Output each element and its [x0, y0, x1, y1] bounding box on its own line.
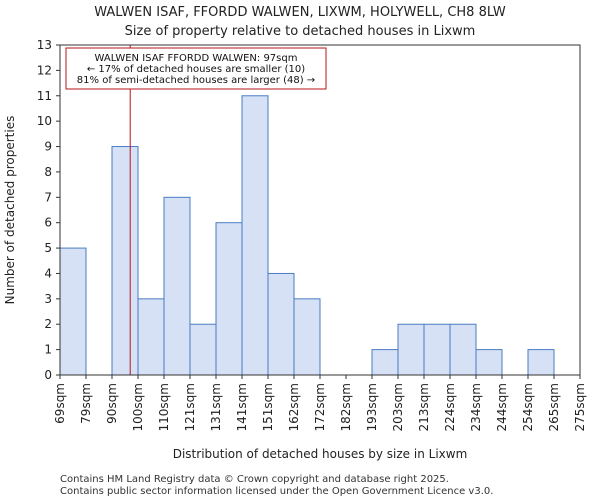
x-tick-label: 193sqm — [365, 383, 379, 431]
y-tick-label: 3 — [44, 292, 52, 306]
y-tick-label: 13 — [37, 38, 52, 52]
x-tick-label: 265sqm — [547, 383, 561, 431]
footer-line-1: Contains HM Land Registry data © Crown c… — [60, 474, 449, 485]
annotation-box: WALWEN ISAF FFORDD WALWEN: 97sqm ← 17% o… — [65, 47, 327, 90]
bar-234sqm — [475, 349, 503, 376]
bar-162sqm — [293, 298, 321, 376]
x-tick-label: 151sqm — [261, 383, 275, 431]
y-tick-label: 9 — [44, 140, 52, 154]
bars-layer — [59, 95, 555, 376]
x-tick-label: 141sqm — [235, 383, 249, 431]
x-tick-label: 213sqm — [417, 383, 431, 431]
y-tick-label: 1 — [44, 343, 52, 357]
x-tick-label: 275sqm — [573, 383, 587, 431]
x-tick-label: 182sqm — [339, 383, 353, 431]
y-tick-label: 5 — [44, 241, 52, 255]
x-tick-label: 131sqm — [209, 383, 223, 431]
annotation-line-2: ← 17% of detached houses are smaller (10… — [87, 64, 305, 75]
chart-title-line-1: WALWEN ISAF, FFORDD WALWEN, LIXWM, HOLYW… — [94, 5, 506, 20]
bar-141sqm — [241, 95, 269, 376]
x-tick-label: 162sqm — [287, 383, 301, 431]
x-tick-label: 110sqm — [157, 383, 171, 431]
x-tick-label: 224sqm — [443, 383, 457, 431]
bar-110sqm — [163, 196, 191, 376]
bar-151sqm — [267, 272, 295, 376]
x-tick-label: 244sqm — [495, 383, 509, 431]
bar-193sqm — [371, 349, 399, 376]
chart-title-line-2: Size of property relative to detached ho… — [125, 24, 476, 39]
x-tick-label: 79sqm — [79, 383, 93, 424]
bar-121sqm — [189, 323, 217, 376]
bar-69sqm — [59, 247, 87, 376]
x-tick-label: 69sqm — [53, 383, 67, 424]
bar-131sqm — [215, 222, 243, 376]
footer-line-2: Contains public sector information licen… — [60, 486, 493, 497]
y-tick-label: 8 — [44, 165, 52, 179]
x-tick-label: 90sqm — [105, 383, 119, 424]
annotation-line-1: WALWEN ISAF FFORDD WALWEN: 97sqm — [95, 53, 298, 64]
x-tick-label: 100sqm — [131, 383, 145, 431]
x-tick-label: 254sqm — [521, 383, 535, 431]
y-tick-label: 12 — [37, 63, 52, 77]
y-tick-label: 4 — [44, 266, 52, 280]
bar-213sqm — [423, 323, 451, 376]
y-axis-label: Number of detached properties — [3, 116, 17, 305]
x-tick-label: 121sqm — [183, 383, 197, 431]
y-tick-label: 0 — [44, 368, 52, 382]
y-tick-label: 10 — [37, 114, 52, 128]
x-tick-label: 234sqm — [469, 383, 483, 431]
annotation-line-3: 81% of semi-detached houses are larger (… — [77, 75, 315, 86]
bar-224sqm — [449, 323, 477, 376]
bar-100sqm — [137, 298, 165, 376]
bar-203sqm — [397, 323, 425, 376]
y-tick-label: 7 — [44, 190, 52, 204]
x-tick-label: 172sqm — [313, 383, 327, 431]
x-axis-label: Distribution of detached houses by size … — [173, 447, 468, 461]
x-axis: 69sqm 79sqm 90sqm 100sqm 110sqm 121sqm 131sqm 1… — [53, 375, 587, 431]
bar-90sqm — [111, 146, 139, 376]
y-tick-label: 2 — [44, 317, 52, 331]
y-tick-label: 11 — [37, 89, 52, 103]
y-tick-label: 6 — [44, 216, 52, 230]
x-tick-label: 203sqm — [391, 383, 405, 431]
bar-254sqm — [527, 349, 555, 376]
